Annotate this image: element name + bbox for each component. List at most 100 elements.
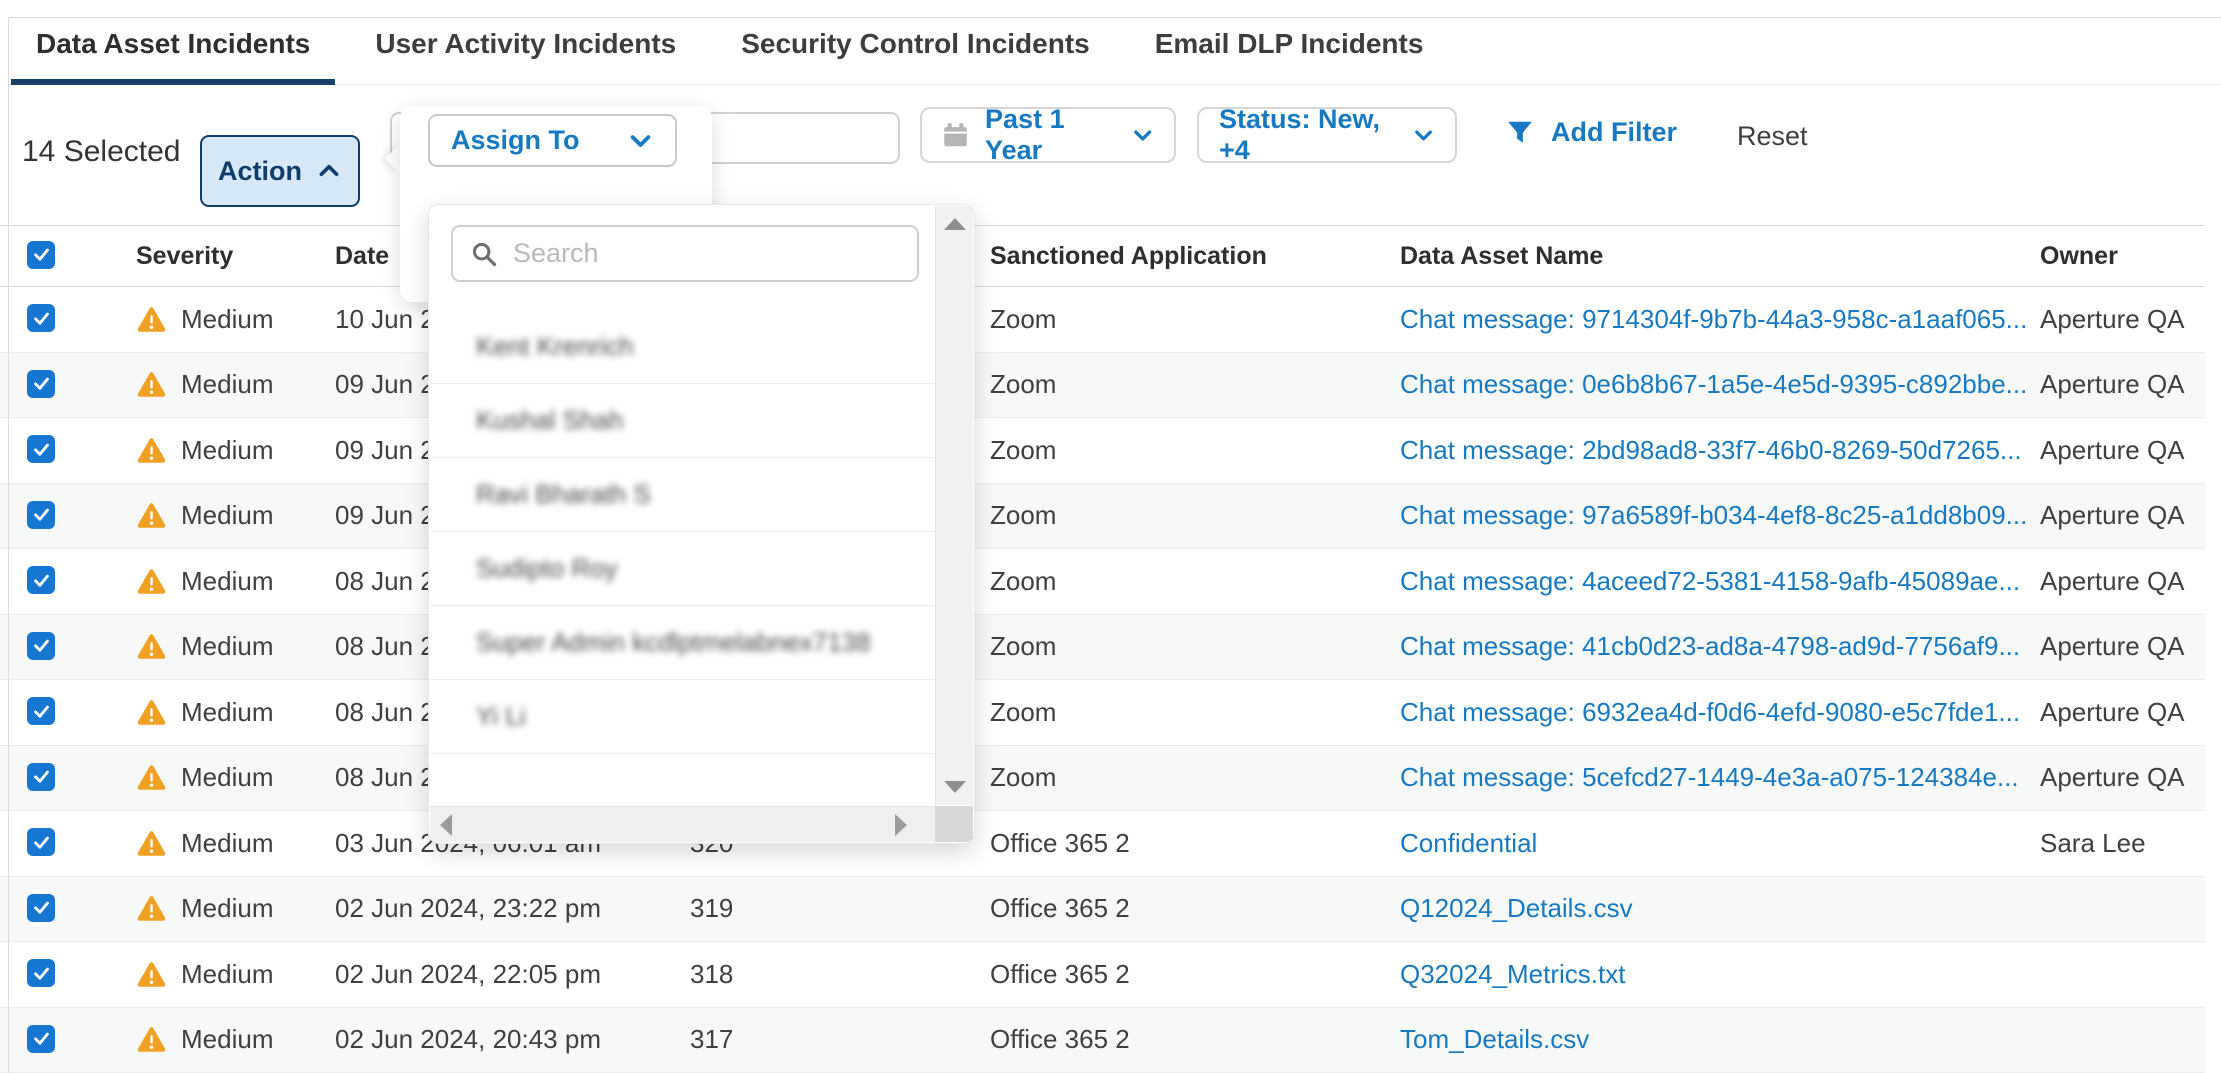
severity-cell: Medium (120, 566, 335, 597)
severity-label: Medium (181, 958, 274, 989)
asset-link[interactable]: Chat message: 9714304f-9b7b-44a3-958c-a1… (1400, 303, 2028, 334)
date-range-filter[interactable]: Past 1 Year (920, 104, 1176, 165)
asset-link[interactable]: Confidential (1400, 827, 1538, 858)
asset-cell: Q12024_Details.csv (1400, 893, 2040, 924)
row-checkbox[interactable] (27, 893, 55, 922)
tab-item[interactable]: Data Asset Incidents (11, 9, 336, 85)
user-search-box (451, 225, 919, 282)
header-owner[interactable]: Owner (2040, 241, 2118, 270)
table-row: Medium 09 Jun 2 Zoom Chat message: 97a65… (0, 483, 2205, 549)
row-checkbox[interactable] (27, 566, 55, 595)
action-button[interactable]: Action (200, 135, 360, 207)
asset-link[interactable]: Tom_Details.csv (1400, 1024, 1590, 1055)
user-list-item[interactable]: Yi Li (430, 680, 934, 754)
header-asset[interactable]: Data Asset Name (1400, 241, 1604, 270)
user-search-input[interactable] (513, 238, 900, 269)
status-filter-label: Status: New, +4 (1219, 104, 1381, 165)
severity-cell: Medium (120, 697, 335, 728)
asset-cell: Chat message: 97a6589f-b034-4ef8-8c25-a1… (1400, 500, 2040, 531)
vertical-scrollbar[interactable] (935, 206, 973, 805)
user-list-item[interactable]: Kent Krenrich (430, 310, 934, 384)
scroll-up-arrow-icon[interactable] (943, 218, 966, 230)
table-row: Medium 08 Jun 2 Zoom Chat message: 5cefc… (0, 745, 2205, 811)
reset-button[interactable]: Reset (1737, 121, 1808, 151)
severity-cell: Medium (120, 435, 335, 466)
asset-cell: Chat message: 6932ea4d-f0d6-4efd-9080-e5… (1400, 697, 2040, 728)
warning-triangle-icon (136, 631, 167, 662)
header-severity[interactable]: Severity (136, 241, 234, 270)
application-cell: Zoom (990, 762, 1057, 793)
severity-cell: Medium (120, 1024, 335, 1055)
scroll-right-arrow-icon[interactable] (895, 813, 907, 836)
application-cell: Zoom (990, 631, 1057, 662)
scroll-left-arrow-icon[interactable] (440, 813, 452, 836)
empty-filter-box[interactable] (683, 112, 900, 164)
row-checkbox[interactable] (27, 304, 55, 333)
user-list-item[interactable]: Super Admin kcdlptmelabnex7138 (430, 606, 934, 680)
severity-label: Medium (181, 631, 274, 662)
severity-cell: Medium (120, 762, 335, 793)
toolbar: 14 Selected Action Past 1 Year Status: N… (0, 85, 2221, 225)
chevron-up-icon (319, 164, 339, 177)
warning-triangle-icon (136, 304, 167, 335)
row-select-cell (0, 566, 120, 597)
user-name: Kushal Shah (476, 405, 624, 435)
tab-label: User Activity Incidents (375, 28, 677, 59)
row-checkbox[interactable] (27, 1024, 55, 1053)
tab-item[interactable]: Email DLP Incidents (1130, 9, 1449, 85)
row-checkbox[interactable] (27, 369, 55, 398)
warning-triangle-icon (136, 697, 167, 728)
add-filter-button[interactable]: Add Filter (1505, 117, 1677, 148)
owner-cell: Sara Lee (2040, 827, 2146, 858)
user-name: Ravi Bharath S (476, 479, 651, 509)
asset-cell: Q32024_Metrics.txt (1400, 959, 2040, 990)
header-date[interactable]: Date (335, 241, 390, 270)
asset-link[interactable]: Chat message: 97a6589f-b034-4ef8-8c25-a1… (1400, 500, 2028, 531)
table-row: Medium 02 Jun 2024, 20:43 pm 317 Office … (0, 1007, 2205, 1073)
asset-link[interactable]: Q12024_Details.csv (1400, 893, 1633, 924)
user-list-item[interactable]: Sudipto Roy (430, 532, 934, 606)
row-select-cell (0, 959, 120, 990)
tab-label: Security Control Incidents (741, 28, 1090, 59)
select-all-cell (0, 240, 120, 272)
asset-link[interactable]: Q32024_Metrics.txt (1400, 958, 1626, 989)
row-checkbox[interactable] (27, 435, 55, 464)
severity-label: Medium (181, 565, 274, 596)
row-checkbox[interactable] (27, 631, 55, 660)
asset-link[interactable]: Chat message: 4aceed72-5381-4158-9afb-45… (1400, 565, 2021, 596)
tab-item[interactable]: User Activity Incidents (350, 9, 701, 85)
severity-cell: Medium (120, 369, 335, 400)
scroll-down-arrow-icon[interactable] (943, 781, 966, 793)
user-list-item[interactable]: Kushal Shah (430, 384, 934, 458)
table-row: Medium 08 Jun 2 Zoom Chat message: 4acee… (0, 549, 2205, 615)
select-all-checkbox[interactable] (27, 240, 55, 269)
row-select-cell (0, 1024, 120, 1055)
user-list-item[interactable]: Ravi Bharath S (430, 458, 934, 532)
status-filter[interactable]: Status: New, +4 (1197, 104, 1457, 165)
severity-cell: Medium (120, 304, 335, 335)
asset-cell: Chat message: 5cefcd27-1449-4e3a-a075-12… (1400, 762, 2040, 793)
table-row: Medium 02 Jun 2024, 22:05 pm 318 Office … (0, 942, 2205, 1008)
row-checkbox[interactable] (27, 959, 55, 988)
asset-link[interactable]: Chat message: 41cb0d23-ad8a-4798-ad9d-77… (1400, 631, 2021, 662)
assign-to-select[interactable]: Assign To (428, 114, 677, 167)
header-application[interactable]: Sanctioned Application (990, 241, 1267, 270)
chevron-down-icon (1415, 130, 1432, 141)
application-cell: Office 365 2 (990, 958, 1130, 989)
row-checkbox[interactable] (27, 500, 55, 529)
table-body: Medium 10 Jun 2 Zoom Chat message: 97143… (0, 287, 2221, 1073)
row-checkbox[interactable] (27, 697, 55, 726)
table-row: Medium 08 Jun 2 Zoom Chat message: 6932e… (0, 680, 2205, 746)
asset-link[interactable]: Chat message: 0e6b8b67-1a5e-4e5d-9395-c8… (1400, 369, 2028, 400)
row-checkbox[interactable] (27, 762, 55, 791)
date-cell: 09 Jun 2 (335, 500, 435, 531)
row-select-cell (0, 828, 120, 859)
row-checkbox[interactable] (27, 828, 55, 857)
count-cell: 317 (690, 1024, 734, 1055)
tab-item[interactable]: Security Control Incidents (716, 9, 1115, 85)
date-range-label: Past 1 Year (985, 104, 1065, 165)
asset-link[interactable]: Chat message: 2bd98ad8-33f7-46b0-8269-50… (1400, 434, 2022, 465)
asset-link[interactable]: Chat message: 6932ea4d-f0d6-4efd-9080-e5… (1400, 696, 2021, 727)
asset-link[interactable]: Chat message: 5cefcd27-1449-4e3a-a075-12… (1400, 762, 2019, 793)
horizontal-scrollbar[interactable] (430, 806, 935, 842)
